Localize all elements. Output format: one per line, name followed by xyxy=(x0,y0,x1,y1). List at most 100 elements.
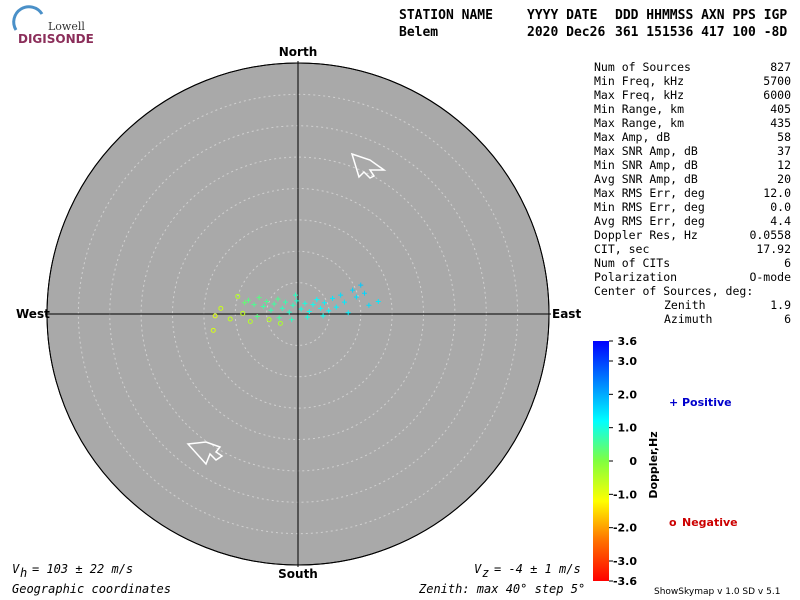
vh-text: = 103 ± 22 m/s xyxy=(32,562,133,576)
logo-bottom: DIGISONDE xyxy=(18,32,94,46)
colorbar-tick-label: 3.0 xyxy=(618,355,638,368)
stat-value: 5700 xyxy=(763,74,791,88)
stat-value: 405 xyxy=(770,102,791,116)
logo-swoosh xyxy=(12,5,44,31)
arrow-icon xyxy=(350,152,387,179)
stat-label: Num of Sources xyxy=(594,60,691,74)
source-point xyxy=(321,300,327,306)
stat-label: Min RMS Err, deg xyxy=(594,200,705,214)
vz-text: = -4 ± 1 m/s xyxy=(494,562,581,576)
stat-label: Max SNR Amp, dB xyxy=(594,144,698,158)
source-point xyxy=(282,299,288,305)
source-point xyxy=(353,294,359,300)
stat-value: 6 xyxy=(784,256,791,270)
header-value: 2020 Dec26 xyxy=(527,25,605,40)
source-point xyxy=(298,306,304,312)
source-point xyxy=(277,320,283,326)
vh-subscript: h xyxy=(20,566,27,580)
stat-value: 58 xyxy=(777,130,791,144)
colorbar xyxy=(593,341,609,581)
source-point xyxy=(292,292,298,298)
stat-label: Max Range, km xyxy=(594,116,684,130)
logo-top: Lowell xyxy=(48,20,85,33)
source-point xyxy=(338,292,344,298)
stat-label: Max Freq, kHz xyxy=(594,88,684,102)
source-point xyxy=(245,297,251,303)
source-point xyxy=(294,298,300,304)
source-point xyxy=(330,295,336,301)
stat-section: Center of Sources, deg: xyxy=(594,284,753,298)
colorbar-tick-label: 0 xyxy=(629,455,637,468)
stat-label: Doppler Res, Hz xyxy=(594,228,698,242)
source-point xyxy=(375,298,381,304)
stat-value: 827 xyxy=(770,60,791,74)
coordinates-note: Geographic coordinates xyxy=(12,582,171,596)
source-point xyxy=(289,317,295,323)
source-point xyxy=(310,302,316,308)
source-point xyxy=(341,299,347,305)
stat-label: Min Range, km xyxy=(594,102,684,116)
stat-label: Num of CITs xyxy=(594,256,670,270)
stat-value: 12.0 xyxy=(763,186,791,200)
direction-label: West xyxy=(16,307,50,321)
source-point xyxy=(251,302,257,308)
source-point xyxy=(345,310,351,316)
source-point xyxy=(271,301,277,307)
colorbar-tick-label: -1.0 xyxy=(613,488,637,501)
header-label: STATION NAME xyxy=(399,8,493,23)
source-point xyxy=(212,313,218,319)
legend-marker: o xyxy=(669,516,677,529)
source-point xyxy=(350,287,356,293)
stat-label: Min Freq, kHz xyxy=(594,74,684,88)
stat-value: 20 xyxy=(777,172,791,186)
source-point xyxy=(279,305,285,311)
header-label: YYYY DATE xyxy=(527,8,597,23)
arrow-icon xyxy=(186,441,224,466)
stat-value: 4.4 xyxy=(770,214,791,228)
source-point xyxy=(247,319,253,325)
stat-label: Azimuth xyxy=(664,312,712,326)
source-point xyxy=(240,310,246,316)
source-point xyxy=(235,293,241,299)
source-point xyxy=(260,303,266,309)
direction-label: South xyxy=(278,567,318,581)
source-point xyxy=(318,305,324,311)
legend-label: Positive xyxy=(682,396,732,409)
colorbar-tick-label: -3.0 xyxy=(613,555,637,568)
source-point xyxy=(290,302,296,308)
stat-label: Polarization xyxy=(594,270,677,284)
vz-subscript: z xyxy=(482,566,489,580)
stat-value: O-mode xyxy=(749,270,791,284)
stat-value: 12 xyxy=(777,158,791,172)
source-point xyxy=(218,305,224,311)
source-point xyxy=(320,313,326,319)
source-point xyxy=(366,302,372,308)
colorbar-tick-label: 3.6 xyxy=(618,335,638,348)
stat-value: 0.0558 xyxy=(749,228,791,242)
stat-value: 6000 xyxy=(763,88,791,102)
source-point xyxy=(256,295,262,301)
source-point xyxy=(286,309,292,315)
header-value: Belem xyxy=(399,25,438,40)
source-point xyxy=(227,316,233,322)
legend-marker: + xyxy=(669,396,678,409)
stat-label: CIT, sec xyxy=(594,242,649,256)
source-point xyxy=(254,314,260,320)
stat-value: 37 xyxy=(777,144,791,158)
source-point xyxy=(362,290,368,296)
stat-label: Max Amp, dB xyxy=(594,130,670,144)
direction-label: North xyxy=(279,45,317,59)
source-point xyxy=(266,317,272,323)
header-value: 361 151536 417 100 -8D xyxy=(615,25,787,40)
stat-label: Avg RMS Err, deg xyxy=(594,214,705,228)
skymap-plot: North South West East xyxy=(16,45,581,581)
source-point xyxy=(242,300,248,306)
stat-label: Zenith xyxy=(664,298,706,312)
source-point xyxy=(304,314,310,320)
source-point xyxy=(264,298,270,304)
source-point xyxy=(276,315,282,321)
vh-symbol: V xyxy=(12,562,20,576)
source-point xyxy=(268,307,274,313)
colorbar-tick-label: 2.0 xyxy=(618,388,638,401)
